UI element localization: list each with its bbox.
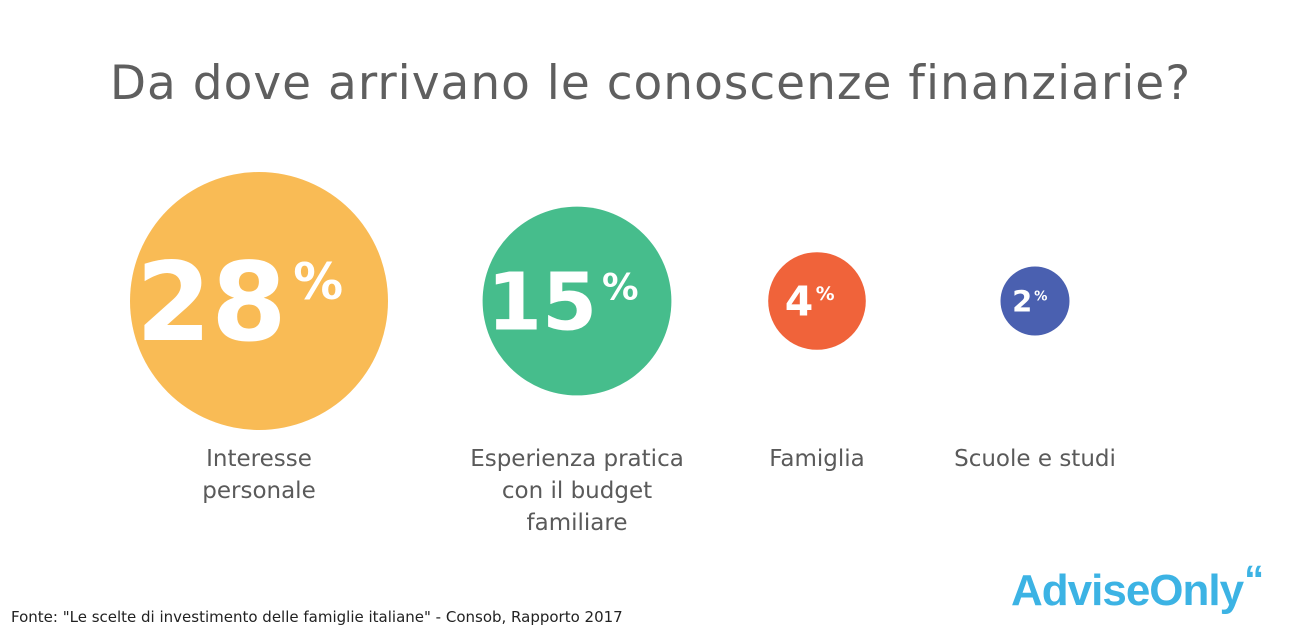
category-label-1: Interesse personale — [129, 443, 389, 507]
bubble-value-percent: % — [602, 265, 639, 308]
bubble-value-4: 2% — [1012, 284, 1047, 318]
category-label-line: Esperienza pratica — [470, 446, 684, 472]
bubble-value-1: 28% — [136, 239, 343, 366]
bubble-2 — [482, 206, 672, 396]
bubble-value-2: 15% — [487, 256, 639, 349]
bubble-value-number: 28 — [136, 239, 287, 366]
category-label-2: Esperienza pratica con il budget familiare — [447, 443, 707, 539]
category-label-line: con il budget — [501, 478, 653, 504]
bubble-1 — [130, 172, 388, 430]
logo-quote-mark: “ — [1244, 558, 1264, 602]
bubble-4 — [1000, 266, 1070, 336]
bubble-value-number: 15 — [487, 256, 597, 349]
category-label-line: Interesse — [206, 446, 312, 472]
category-label-4: Scuole e studi — [905, 443, 1165, 475]
bubble-value-percent: % — [1034, 289, 1047, 304]
category-label-line: personale — [202, 478, 316, 504]
bubble-value-3: 4% — [785, 278, 835, 326]
bubble-value-number: 2 — [1012, 284, 1032, 318]
logo-text: AdviseOnly — [1011, 566, 1244, 615]
category-label-line: Scuole e studi — [954, 446, 1116, 472]
source-note: Fonte: "Le scelte di investimento delle … — [11, 608, 623, 626]
bubble-value-percent: % — [293, 253, 343, 311]
adviseonly-logo: AdviseOnly“ — [1011, 558, 1264, 616]
category-label-line: Famiglia — [769, 446, 865, 472]
chart-title: Da dove arrivano le conoscenze finanziar… — [109, 56, 1192, 111]
category-label-line: familiare — [526, 510, 628, 536]
category-label-3: Famiglia — [687, 443, 947, 475]
bubble-value-number: 4 — [785, 278, 814, 326]
bubble-3 — [768, 252, 866, 350]
bubble-value-percent: % — [816, 284, 835, 305]
